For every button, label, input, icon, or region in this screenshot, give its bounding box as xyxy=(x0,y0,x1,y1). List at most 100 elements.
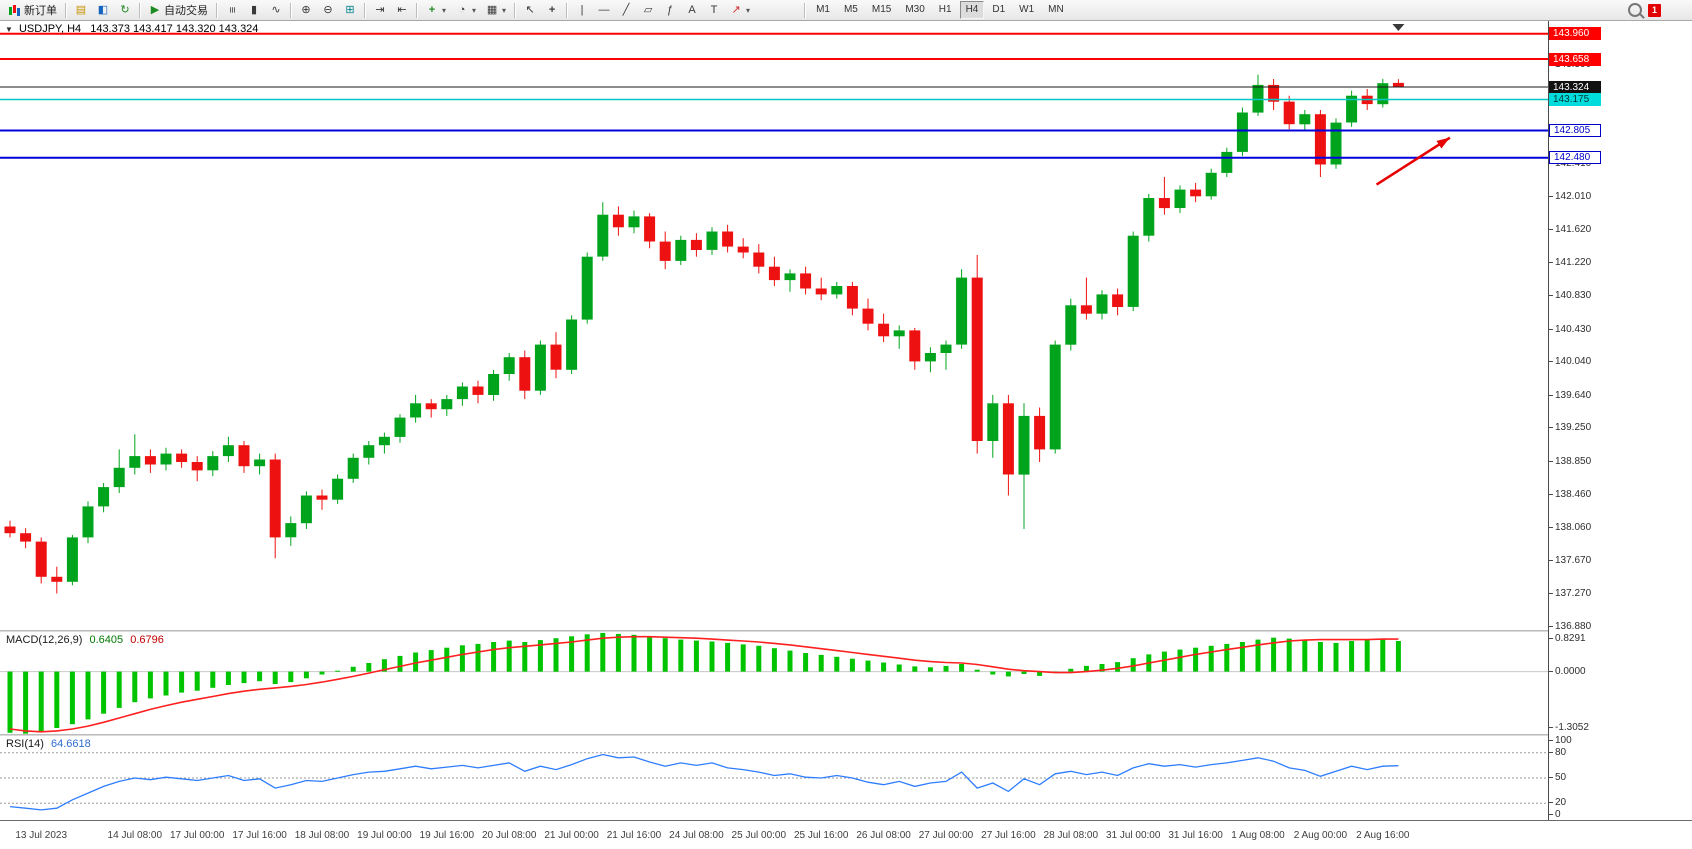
bar-chart-button[interactable]: ≡ xyxy=(221,0,243,20)
price-axis-label: 138.060 xyxy=(1555,522,1591,534)
time-axis-label: 13 Jul 2023 xyxy=(15,830,67,841)
chart-menu-caret-icon[interactable]: ▼ xyxy=(5,25,13,34)
macd-histogram-bar xyxy=(803,653,808,672)
candle xyxy=(551,345,562,370)
candle xyxy=(1237,113,1248,152)
candle xyxy=(1159,198,1170,208)
horizontal-line-button[interactable]: — xyxy=(593,0,615,20)
main-chart-plot[interactable] xyxy=(0,22,1548,630)
macd-name: MACD(12,26,9) xyxy=(6,634,82,646)
label-tool-button[interactable]: T xyxy=(703,0,725,20)
candle xyxy=(332,479,343,500)
timeframe-h4[interactable]: H4 xyxy=(960,1,985,19)
macd-axis-max: 0.8291 xyxy=(1555,633,1586,645)
candle xyxy=(1299,114,1310,124)
tile-windows-button[interactable]: ⊞ xyxy=(339,0,361,20)
candle-chart-button[interactable]: ▮ xyxy=(243,0,265,20)
candle xyxy=(504,357,515,374)
autotrading-button[interactable]: ▶ 自动交易 xyxy=(144,0,213,20)
candle xyxy=(192,462,203,470)
search-icon[interactable] xyxy=(1628,3,1642,17)
panel-divider[interactable] xyxy=(0,630,1692,632)
time-axis-label: 19 Jul 00:00 xyxy=(357,830,412,841)
price-axis-label: 136.880 xyxy=(1555,621,1591,633)
chevron-down-icon: ▾ xyxy=(746,6,750,15)
arrows-tool-icon: ↗ xyxy=(730,2,742,18)
cursor-button[interactable]: ↖ xyxy=(519,0,541,20)
charts-button[interactable]: ▤ xyxy=(70,0,92,20)
price-axis-label: 137.270 xyxy=(1555,588,1591,600)
time-axis-label: 21 Jul 16:00 xyxy=(607,830,662,841)
arrows-tool-button[interactable]: ↗▾ xyxy=(725,0,755,20)
macd-histogram-bar xyxy=(819,655,824,672)
candle xyxy=(207,456,218,470)
macd-histogram-bar xyxy=(444,648,449,672)
timeframe-m5[interactable]: M5 xyxy=(838,1,864,19)
timeframe-m30[interactable]: M30 xyxy=(899,1,930,19)
macd-histogram-bar xyxy=(678,640,683,672)
price-axis-label: 138.850 xyxy=(1555,456,1591,468)
chart-shift-marker[interactable] xyxy=(1392,24,1404,31)
candle xyxy=(629,216,640,227)
rsi-axis-label: 20 xyxy=(1555,797,1566,809)
chart-shift-button[interactable]: ⇤ xyxy=(391,0,413,20)
macd-histogram-bar xyxy=(273,672,278,684)
candle xyxy=(67,537,78,581)
new-order-button[interactable]: 新订单 xyxy=(3,0,62,20)
candle xyxy=(1019,416,1030,475)
candle xyxy=(535,345,546,391)
panel-divider[interactable] xyxy=(0,734,1692,736)
trendline-button[interactable]: ╱ xyxy=(615,0,637,20)
candle xyxy=(941,345,952,353)
fibonacci-button[interactable]: ƒ xyxy=(659,0,681,20)
zoom-in-button[interactable]: ⊕ xyxy=(295,0,317,20)
timeframe-mn[interactable]: MN xyxy=(1042,1,1070,19)
rsi-axis-label: 80 xyxy=(1555,747,1566,759)
auto-scroll-button[interactable]: ⇥ xyxy=(369,0,391,20)
notification-badge[interactable]: 1 xyxy=(1648,4,1661,17)
indicators-button[interactable]: +▾ xyxy=(421,0,451,20)
candle xyxy=(161,454,172,465)
candle xyxy=(285,523,296,537)
timeframe-m1[interactable]: M1 xyxy=(810,1,836,19)
text-tool-button[interactable]: A xyxy=(681,0,703,20)
macd-histogram-bar xyxy=(507,641,512,672)
candle xyxy=(426,403,437,409)
autotrading-play-icon: ▶ xyxy=(149,2,161,18)
arrow-annotation[interactable] xyxy=(1377,138,1450,185)
market-watch-button[interactable]: ◧ xyxy=(92,0,114,20)
macd-histogram-bar xyxy=(242,672,247,684)
timeframe-m15[interactable]: M15 xyxy=(866,1,897,19)
channel-button[interactable]: ▱ xyxy=(637,0,659,20)
templates-button[interactable]: ▦▾ xyxy=(481,0,511,20)
macd-histogram-bar xyxy=(148,672,153,699)
price-axis-label: 141.220 xyxy=(1555,257,1591,269)
periods-button[interactable]: ◔▾ xyxy=(451,0,481,20)
timeframe-d1[interactable]: D1 xyxy=(986,1,1011,19)
vertical-line-button[interactable]: | xyxy=(571,0,593,20)
line-chart-button[interactable]: ∿ xyxy=(265,0,287,20)
arrow-annotation-head xyxy=(1437,138,1450,149)
time-axis-label: 2 Aug 16:00 xyxy=(1356,830,1409,841)
timeframe-group: M1 M5 M15 M30 H1 H4 D1 W1 MN xyxy=(801,1,1071,19)
toolbar-separator xyxy=(416,3,418,18)
macd-histogram-bar xyxy=(351,667,356,672)
timeframe-w1[interactable]: W1 xyxy=(1013,1,1040,19)
candle xyxy=(972,278,983,441)
macd-histogram-bar xyxy=(179,672,184,693)
time-axis-label: 19 Jul 16:00 xyxy=(420,830,475,841)
candle xyxy=(1003,403,1014,474)
refresh-icon: ↻ xyxy=(119,2,131,18)
macd-panel-plot[interactable] xyxy=(0,632,1548,734)
macd-histogram-bar xyxy=(959,664,964,672)
candle xyxy=(691,240,702,250)
timeframe-h1[interactable]: H1 xyxy=(933,1,958,19)
crosshair-button[interactable]: + xyxy=(541,0,563,20)
zoom-out-button[interactable]: ⊖ xyxy=(317,0,339,20)
candle xyxy=(441,399,452,409)
macd-histogram-bar xyxy=(39,672,44,732)
refresh-button[interactable]: ↻ xyxy=(114,0,136,20)
price-axis-label: 137.670 xyxy=(1555,555,1591,567)
rsi-panel-plot[interactable] xyxy=(0,736,1548,820)
